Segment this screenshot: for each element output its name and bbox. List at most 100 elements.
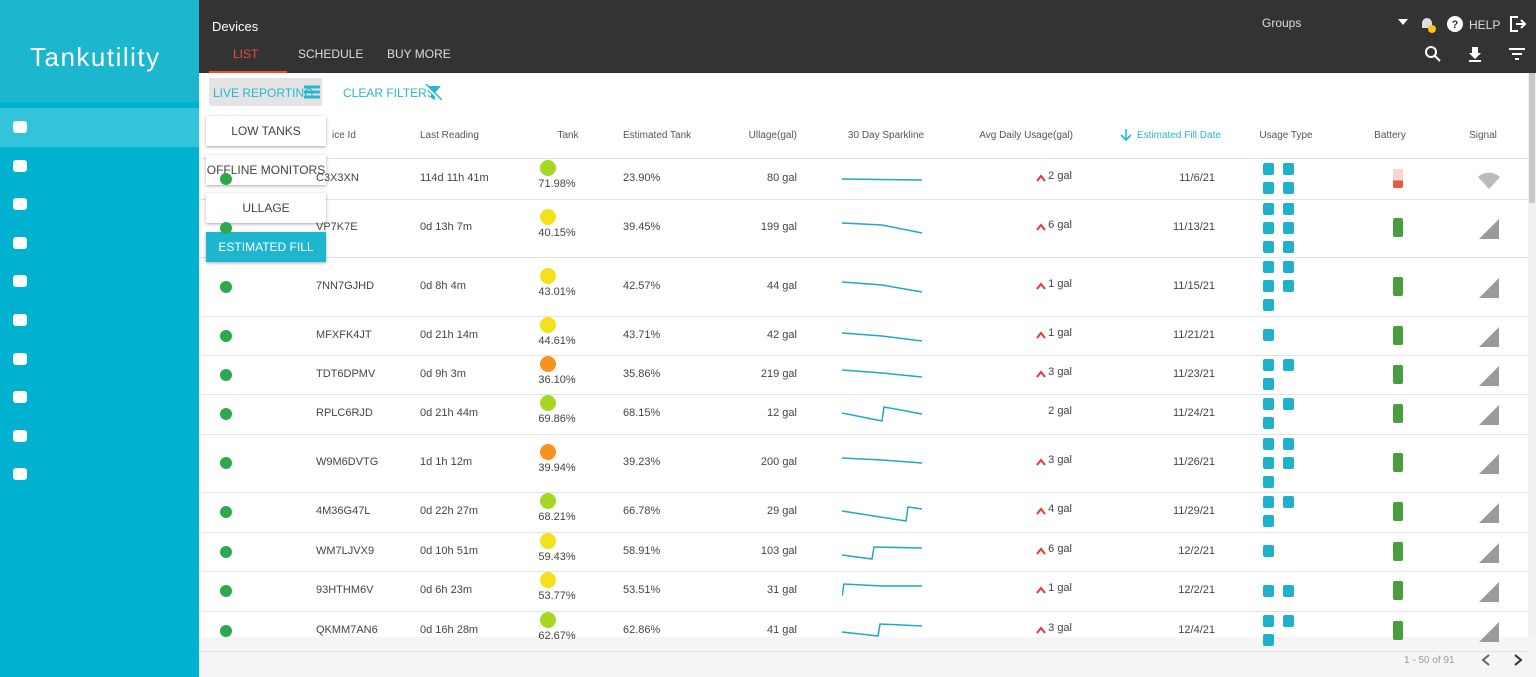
usage-icon — [1263, 634, 1274, 646]
trend-up — [1036, 458, 1046, 466]
usage-icon — [1263, 475, 1274, 488]
live-reporting-button[interactable]: LIVE REPORTING — [209, 78, 322, 106]
sparkline-line — [842, 331, 923, 342]
device-id: RPLC6RJD — [316, 407, 373, 419]
nav-item[interactable]: Devices — [0, 108, 199, 146]
signal — [1479, 503, 1499, 523]
column-header[interactable]: Estimated Tank — [623, 130, 692, 141]
ullage: 103 gal — [760, 544, 797, 557]
column-header[interactable]: Estimated Fill Date — [1137, 130, 1221, 141]
ullage: 12 gal — [767, 407, 797, 419]
usage-icon — [1283, 456, 1294, 469]
avg-daily-usage: 2 gal — [1048, 405, 1072, 417]
device-id: MFXFK4JT — [316, 328, 372, 341]
trend-up — [1036, 281, 1046, 290]
estimated-tank: 39.45% — [623, 221, 661, 233]
tab[interactable]: BUY MORE — [387, 47, 451, 61]
nav-item[interactable]: Config — [0, 417, 199, 455]
nav-icon — [13, 159, 27, 172]
help-icon[interactable]: ? — [1447, 16, 1463, 32]
column-header[interactable]: Avg Daily Usage(gal) — [979, 130, 1073, 141]
tank-percent: 44.61% — [538, 334, 576, 347]
svg-text:?: ? — [1452, 19, 1459, 31]
nav-icon-shape — [13, 352, 27, 365]
sparkline-line — [842, 457, 923, 464]
clear-filters[interactable]: CLEAR FILTERS — [343, 86, 435, 100]
last-reading: 0d 8h 4m — [420, 279, 466, 292]
logout-icon[interactable] — [1509, 15, 1527, 33]
device-id: WM7LJVX9 — [316, 544, 375, 557]
table-row[interactable] — [199, 611, 1528, 652]
search-icon[interactable] — [1425, 46, 1441, 62]
estimated-tank: 43.71% — [623, 328, 661, 341]
table-row[interactable] — [199, 355, 1528, 395]
column-header[interactable]: Signal — [1469, 130, 1497, 141]
table-row[interactable] — [199, 394, 1528, 435]
tab[interactable]: SCHEDULE — [298, 47, 364, 61]
last-reading: 114d 11h 41m — [420, 172, 489, 184]
nav-item[interactable]: Bulk Alerting — [0, 262, 199, 300]
trend-up-shape — [1036, 174, 1046, 182]
nav-item[interactable]: Tickets — [0, 340, 199, 378]
nav-item[interactable]: Consumers — [0, 185, 199, 223]
device-id: TDT6DPMV — [316, 367, 376, 380]
nav-item[interactable]: Map — [0, 224, 199, 262]
table-row[interactable] — [199, 316, 1528, 356]
estimated-tank: 58.91% — [623, 544, 661, 557]
column-header[interactable]: Last Reading — [420, 130, 479, 141]
filter-option[interactable]: ULLAGE — [206, 193, 326, 224]
footer: 1 - 50 of 91 — [199, 637, 1536, 677]
table-row[interactable] — [199, 492, 1528, 533]
nav-icon — [13, 429, 27, 442]
filter-option[interactable]: LOW TANKS — [206, 116, 326, 146]
table-row[interactable] — [199, 571, 1528, 612]
usage-icon — [1283, 358, 1294, 371]
avg-daily-usage: 3 gal — [1048, 622, 1072, 634]
usage-icon — [1263, 377, 1274, 390]
notification-icon[interactable] — [1419, 16, 1437, 34]
table-row[interactable] — [199, 257, 1528, 317]
table-row[interactable] — [199, 434, 1528, 493]
column-header[interactable]: Usage Type — [1259, 130, 1313, 141]
column-header[interactable]: ice Id — [332, 130, 356, 141]
tab-indicator — [209, 71, 287, 73]
table-row[interactable] — [199, 532, 1528, 572]
fill-date: 11/15/21 — [1172, 279, 1215, 292]
filter-option[interactable]: ESTIMATED FILL — [206, 231, 326, 262]
usage-icon — [1263, 417, 1274, 429]
usage-icon — [1263, 240, 1274, 253]
trend-up — [1036, 330, 1046, 339]
last-reading: 0d 6h 23m — [420, 584, 472, 596]
battery — [1393, 453, 1403, 472]
table-row[interactable] — [199, 199, 1528, 258]
trend-up-shape — [1036, 458, 1046, 466]
battery — [1393, 581, 1403, 600]
nav-icon — [13, 391, 27, 404]
next-page[interactable] — [1513, 654, 1523, 666]
usage-icon — [1263, 496, 1274, 508]
signal-bars — [1479, 454, 1499, 474]
tab[interactable]: LIST — [233, 47, 259, 61]
groups-select[interactable]: Groups — [1262, 16, 1302, 30]
table-row[interactable] — [199, 159, 1528, 200]
nav-item[interactable]: Issue Reporting — [0, 301, 199, 339]
help-link[interactable]: HELP — [1469, 18, 1501, 32]
column-header[interactable]: Tank — [557, 130, 579, 141]
signal-bars — [1479, 542, 1499, 563]
prev-page[interactable] — [1481, 654, 1491, 666]
filter-icon[interactable] — [1509, 48, 1525, 60]
column-header[interactable]: 30 Day Sparkline — [847, 130, 925, 141]
sparkline — [842, 506, 923, 522]
column-header[interactable]: Ullage(gal) — [748, 130, 797, 141]
nav-item[interactable]: Deploy — [0, 378, 199, 416]
ullage: 44 gal — [767, 279, 797, 292]
nav-item[interactable]: Account — [0, 455, 199, 493]
avg-daily-usage: 6 gal — [1048, 219, 1072, 231]
usage-icon — [1283, 240, 1294, 253]
tank-dot — [540, 160, 556, 176]
nav-item[interactable]: Efficiency — [0, 147, 199, 185]
nav-icon-shape — [13, 159, 27, 172]
signal — [1479, 365, 1499, 386]
column-header[interactable]: Battery — [1374, 130, 1406, 141]
download-icon[interactable] — [1467, 46, 1483, 62]
